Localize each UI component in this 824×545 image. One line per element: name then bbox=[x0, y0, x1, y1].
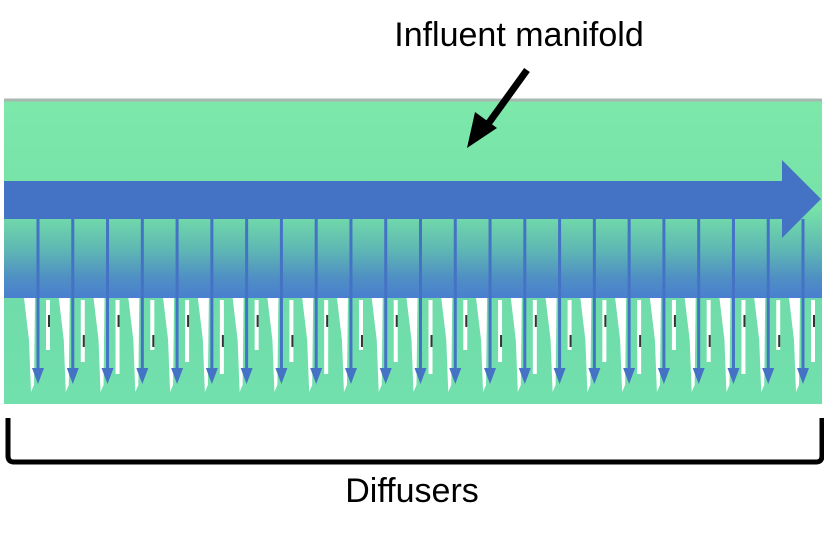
diffuser-mark bbox=[778, 335, 780, 347]
diffuser-slot-edge bbox=[707, 300, 711, 362]
diffuser-mark bbox=[535, 315, 537, 327]
diffuser-mark bbox=[570, 335, 572, 347]
diffuser-mark bbox=[291, 335, 293, 347]
diffuser-mark bbox=[222, 335, 224, 347]
diffuser-mark bbox=[431, 335, 433, 347]
diffuser-mark bbox=[326, 315, 328, 327]
diffuser-mark bbox=[813, 315, 815, 327]
diffuser-slot-edge bbox=[289, 300, 293, 362]
diffuser-mark bbox=[500, 335, 502, 347]
diffuser-slot-edge bbox=[116, 300, 120, 374]
diffuser-slot-edge bbox=[741, 300, 745, 374]
diffuser-mark bbox=[118, 315, 120, 327]
diffusers-label: Diffusers bbox=[0, 472, 824, 511]
diffuser-mark bbox=[465, 315, 467, 327]
diffuser-slot-edge bbox=[533, 300, 537, 374]
diffuser-mark bbox=[48, 315, 50, 327]
diffuser-mark bbox=[674, 315, 676, 327]
diffuser-mark bbox=[152, 335, 154, 347]
diffuser-slot-edge bbox=[811, 300, 815, 362]
diffuser-mark bbox=[396, 315, 398, 327]
diffuser-slot-edge bbox=[498, 300, 502, 362]
diffuser-mark bbox=[604, 315, 606, 327]
diffuser-mark bbox=[83, 335, 85, 347]
diffuser-mark bbox=[257, 315, 259, 327]
diffuser-mark bbox=[743, 315, 745, 327]
diffuser-mark bbox=[361, 335, 363, 347]
diffusers-bracket bbox=[8, 418, 822, 462]
diffuser-slot-edge bbox=[81, 300, 85, 362]
diffuser-mark bbox=[639, 335, 641, 347]
diffuser-mark bbox=[709, 335, 711, 347]
diffuser-slot-edge bbox=[602, 300, 606, 362]
diffuser-mark bbox=[187, 315, 189, 327]
diffuser-slot-edge bbox=[185, 300, 189, 362]
diffuser-slot-edge bbox=[394, 300, 398, 362]
diffuser-slot-edge bbox=[324, 300, 328, 374]
manifold-label: Influent manifold bbox=[0, 16, 824, 55]
